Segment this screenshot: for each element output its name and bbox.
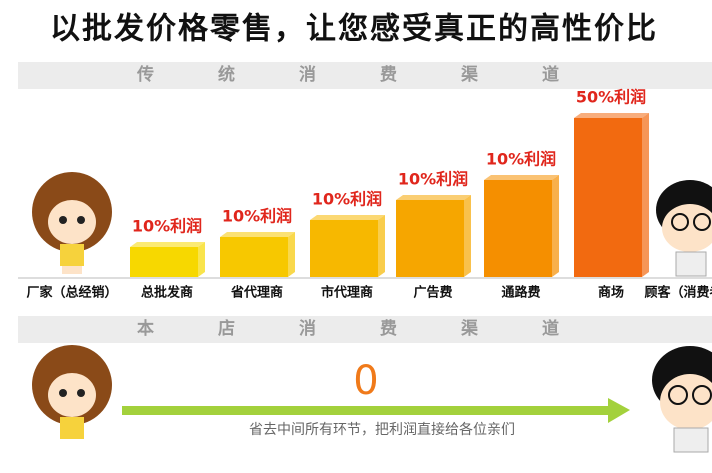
- step-label: 广告费: [413, 285, 452, 301]
- arrow-shaft: [122, 406, 612, 415]
- markup-value: 0: [353, 358, 378, 404]
- band: [18, 62, 712, 89]
- bar-top: [396, 195, 471, 200]
- step-label: 厂家（总经销）: [26, 285, 117, 301]
- boy-icon: [652, 346, 712, 453]
- bar: [396, 200, 464, 277]
- bar-side: [378, 215, 385, 277]
- profit-label: 10%利润: [222, 207, 292, 226]
- band: [18, 316, 712, 343]
- bar: [220, 237, 288, 277]
- step-label: 市代理商: [321, 285, 373, 301]
- title: 以批发价格零售，让您感受真正的高性价比: [50, 12, 658, 47]
- profit-label: 10%利润: [398, 170, 468, 189]
- arrow-head: [608, 398, 630, 423]
- step-label: 通路费: [501, 285, 540, 301]
- step-label: 总批发商: [141, 285, 193, 301]
- section-heading: 传统消费渠道: [136, 64, 623, 85]
- profit-label: 10%利润: [132, 217, 202, 236]
- profit-label: 10%利润: [312, 190, 382, 209]
- section-heading: 本店消费渠道: [137, 318, 623, 339]
- profit-label: 10%利润: [486, 150, 556, 169]
- bar-top: [130, 242, 205, 247]
- note: 省去中间所有环节，把利润直接给各位亲们: [249, 421, 515, 438]
- bar-top: [574, 113, 649, 118]
- profit-label: 50%利润: [576, 88, 646, 107]
- bar: [130, 247, 198, 277]
- bar-side: [464, 195, 471, 277]
- girl-icon: [32, 345, 112, 439]
- bar: [574, 118, 642, 277]
- bar: [310, 220, 378, 277]
- bar-side: [198, 242, 205, 277]
- boy-icon: [656, 180, 712, 277]
- bar-side: [552, 175, 559, 277]
- baseline: [18, 277, 712, 279]
- step-label: 省代理商: [230, 285, 283, 301]
- bar-side: [642, 113, 649, 277]
- bar-top: [220, 232, 295, 237]
- bar-top: [484, 175, 559, 180]
- step-label: 商场: [598, 285, 624, 301]
- bar-top: [310, 215, 385, 220]
- step-label: 顾客（消费者）: [644, 285, 712, 301]
- bars: [130, 113, 649, 277]
- bar: [484, 180, 552, 277]
- bar-side: [288, 232, 295, 277]
- girl-icon: [32, 172, 112, 274]
